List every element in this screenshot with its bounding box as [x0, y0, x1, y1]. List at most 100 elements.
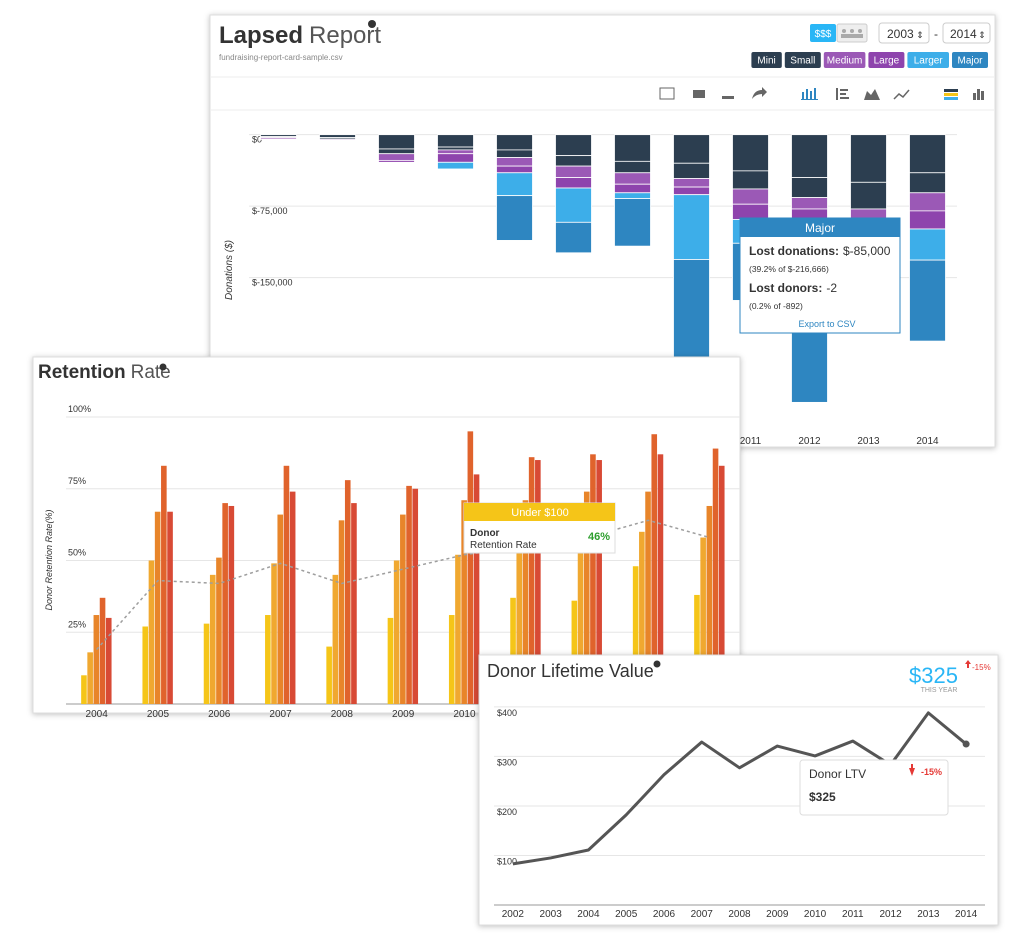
y-tick-label: 75% [68, 476, 86, 486]
table-icon[interactable] [836, 88, 849, 100]
bar-segment [909, 228, 946, 261]
legend-button[interactable] [868, 52, 905, 68]
bar [645, 491, 651, 704]
legend-button[interactable] [952, 52, 988, 68]
bar-chart-icon[interactable] [801, 88, 818, 100]
bar-segment [909, 134, 946, 174]
year-from-select[interactable] [878, 22, 930, 44]
bar [461, 500, 467, 704]
bar [406, 485, 412, 704]
bar [99, 597, 106, 704]
card-title: Retention Rate [38, 362, 171, 383]
image-icon[interactable] [659, 87, 675, 100]
bar-segment [909, 192, 946, 212]
bar-segment [378, 159, 415, 163]
x-tick-label: 2012 [879, 909, 902, 920]
bar-segment [496, 195, 533, 241]
title-bold: Lapsed [219, 22, 303, 49]
y-axis-label: Donor Retention Rate(%) [44, 509, 54, 610]
currency-button[interactable] [810, 24, 836, 42]
bar-segment [437, 146, 474, 151]
tooltip-note: (0.2% of -892) [749, 301, 803, 311]
x-tick-label: 2013 [857, 436, 880, 447]
bar [93, 615, 100, 704]
x-tick-label: 2012 [798, 436, 821, 447]
y-tick-label: $400 [497, 708, 517, 718]
size-buttons: Major Larger Large Medium Small Mini [751, 52, 988, 68]
bar [271, 563, 277, 704]
bar [265, 615, 271, 704]
bar [283, 465, 290, 704]
share-icon[interactable] [752, 87, 767, 99]
bar-segment [673, 134, 710, 164]
bar-segment [437, 149, 474, 155]
legend-label: Medium [827, 56, 863, 67]
line-icon[interactable] [893, 89, 910, 100]
help-icon[interactable] [159, 363, 167, 371]
bar-segment [673, 178, 710, 188]
download-icon[interactable] [722, 96, 734, 99]
columns-icon[interactable] [973, 89, 984, 100]
tooltip-header [740, 218, 900, 237]
tooltip-title: Under $100 [511, 507, 569, 519]
bar [718, 465, 725, 704]
tooltip-change: -15% [921, 767, 942, 777]
bar [228, 505, 235, 704]
bar-segment [732, 188, 769, 205]
print-icon[interactable] [693, 90, 705, 98]
x-tick-label: 2005 [615, 909, 638, 920]
legend-button[interactable] [784, 52, 821, 68]
tooltip-value: 46% [588, 531, 610, 543]
legend-label: Small [790, 56, 815, 67]
bar [577, 546, 584, 704]
bar-segment [673, 194, 710, 260]
ltv-point [962, 740, 970, 748]
tooltip-title: Donor LTV [809, 767, 866, 781]
bar-segment [378, 153, 415, 161]
bar [222, 503, 228, 704]
bar-segment [437, 153, 474, 163]
tooltip-value: $325 [809, 790, 836, 804]
card-title: Donor Lifetime Value [487, 661, 654, 681]
tooltip-header [464, 503, 615, 521]
bar [448, 615, 455, 704]
y-axis-label: Donations ($) [224, 240, 235, 300]
bar-segment [909, 210, 946, 230]
tooltip: Donor LTV -15% $325 [799, 759, 949, 816]
tooltip-label: Retention Rate [470, 540, 537, 551]
stack-icon[interactable] [944, 89, 958, 100]
bar-segment [378, 148, 415, 155]
area-icon[interactable] [864, 89, 880, 100]
bar [203, 623, 210, 704]
bar [712, 448, 719, 704]
headline-caption: THIS YEAR [921, 687, 958, 694]
bar [167, 511, 173, 704]
x-tick-label: 2007 [691, 909, 714, 920]
select-arrow: ⇕ [978, 30, 986, 40]
bar [657, 454, 664, 704]
legend-button[interactable] [823, 52, 866, 68]
card-title: Lapsed Report [219, 22, 381, 49]
legend-button[interactable] [751, 52, 782, 68]
help-icon[interactable] [368, 20, 376, 28]
bar [639, 531, 645, 704]
tooltip-label: Lost donors: [749, 281, 822, 295]
ltv-card: Donor Lifetime Value $325 -15% THIS YEAR… [478, 654, 999, 926]
export-link[interactable]: Export to CSV [798, 319, 855, 329]
bar-segment [437, 134, 474, 148]
year-to-select[interactable] [942, 22, 991, 44]
bar-segment [555, 134, 592, 157]
tooltip-line: Lost donors: -2 [749, 281, 837, 295]
bar-segment [732, 134, 769, 172]
down-arrow-icon [965, 660, 971, 668]
year-separator: - [934, 27, 938, 41]
bar [105, 617, 112, 704]
legend-button[interactable] [907, 52, 949, 68]
people-icon [841, 29, 863, 38]
bar-segment [496, 165, 533, 174]
help-icon[interactable] [653, 660, 661, 668]
bar-segment [555, 177, 592, 189]
bar-segment [437, 161, 474, 170]
y-tick-label: $200 [497, 807, 517, 817]
x-tick-label: 2011 [740, 436, 762, 447]
